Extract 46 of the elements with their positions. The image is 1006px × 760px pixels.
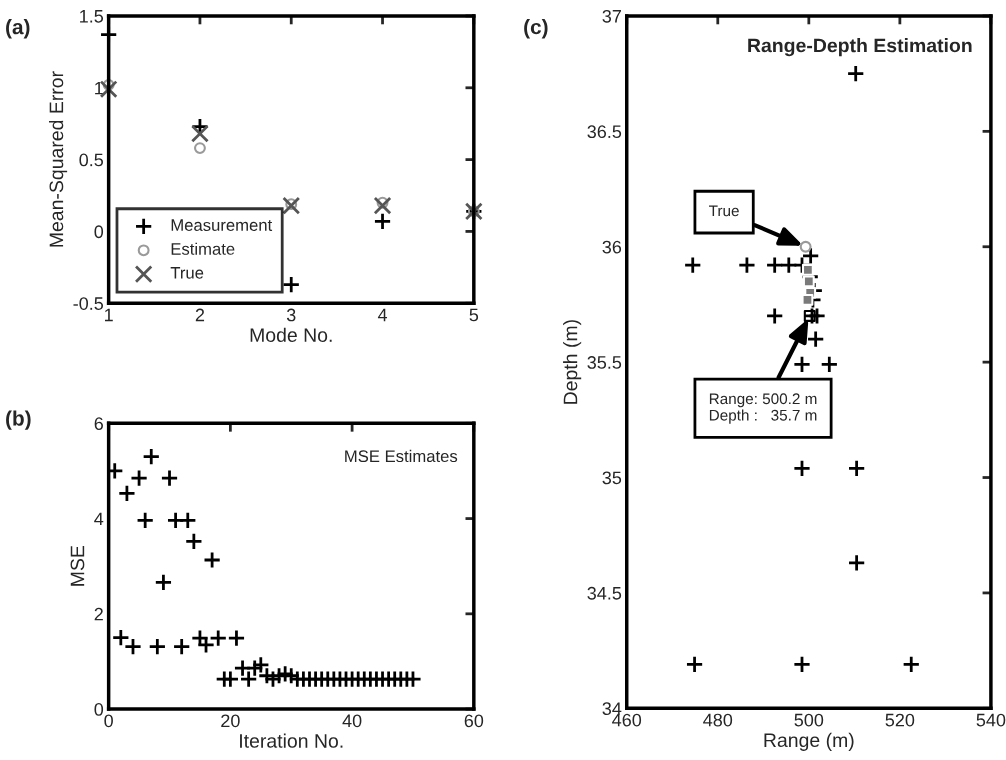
- x-tick-label: 1: [105, 308, 113, 322]
- x-tick-label: 540: [976, 713, 1006, 727]
- legend-label: True: [170, 267, 204, 279]
- x-axis-title: Iteration No.: [240, 733, 343, 748]
- y-tick-label: 1.5: [80, 10, 104, 23]
- y-tick-label: 35: [602, 471, 622, 485]
- x-axis-title: Mode No.: [250, 327, 332, 342]
- text: Range-Depth Estimation: [748, 38, 972, 57]
- x-tick-label: 520: [885, 713, 915, 727]
- x-tick-label: 2: [195, 308, 205, 322]
- y-tick-label: 36: [602, 240, 622, 254]
- x-tick-label: 40: [342, 714, 362, 728]
- text: MSE Estimates: [345, 449, 458, 463]
- legend-label: Estimate: [171, 242, 235, 255]
- x-tick-label: 480: [703, 713, 733, 727]
- y-tick-label: 37: [602, 9, 621, 23]
- y-axis-title: Mean-Squared Error: [49, 71, 68, 247]
- y-tick-label: 34.5: [587, 586, 622, 600]
- annotation: True: [709, 205, 739, 217]
- y-tick-label: 35.5: [587, 356, 622, 369]
- legend-label: Measurement: [171, 219, 273, 231]
- x-tick-label: 5: [469, 308, 479, 322]
- y-tick-label: 34: [602, 702, 622, 716]
- x-tick-label: 4: [377, 308, 388, 322]
- x-axis-title: Range (m): [764, 732, 854, 751]
- text: (c): [524, 19, 548, 39]
- y-tick-label: 6: [94, 417, 103, 431]
- text: (a): [6, 19, 30, 39]
- y-tick-label: 0: [94, 703, 104, 716]
- y-tick-label: -0.5: [73, 297, 104, 310]
- y-tick-label: 1: [95, 81, 103, 95]
- y-axis-title: MSE: [70, 545, 85, 586]
- x-tick-label: 60: [464, 714, 484, 728]
- text: (b): [6, 410, 31, 430]
- x-tick-label: 0: [104, 714, 113, 728]
- x-tick-label: 460: [612, 713, 642, 727]
- y-axis-title: Depth (m): [563, 320, 582, 404]
- y-tick-label: 2: [94, 607, 103, 621]
- annotation: Range: 500.2 m Depth : 35.7 m: [709, 393, 817, 424]
- y-tick-label: 36.5: [587, 125, 622, 139]
- y-tick-label: 4: [94, 512, 104, 526]
- y-tick-label: 0: [94, 225, 104, 239]
- y-tick-label: 0.5: [79, 153, 104, 167]
- x-tick-label: 20: [221, 714, 240, 728]
- x-tick-label: 3: [286, 308, 296, 322]
- x-tick-label: 500: [794, 713, 824, 727]
